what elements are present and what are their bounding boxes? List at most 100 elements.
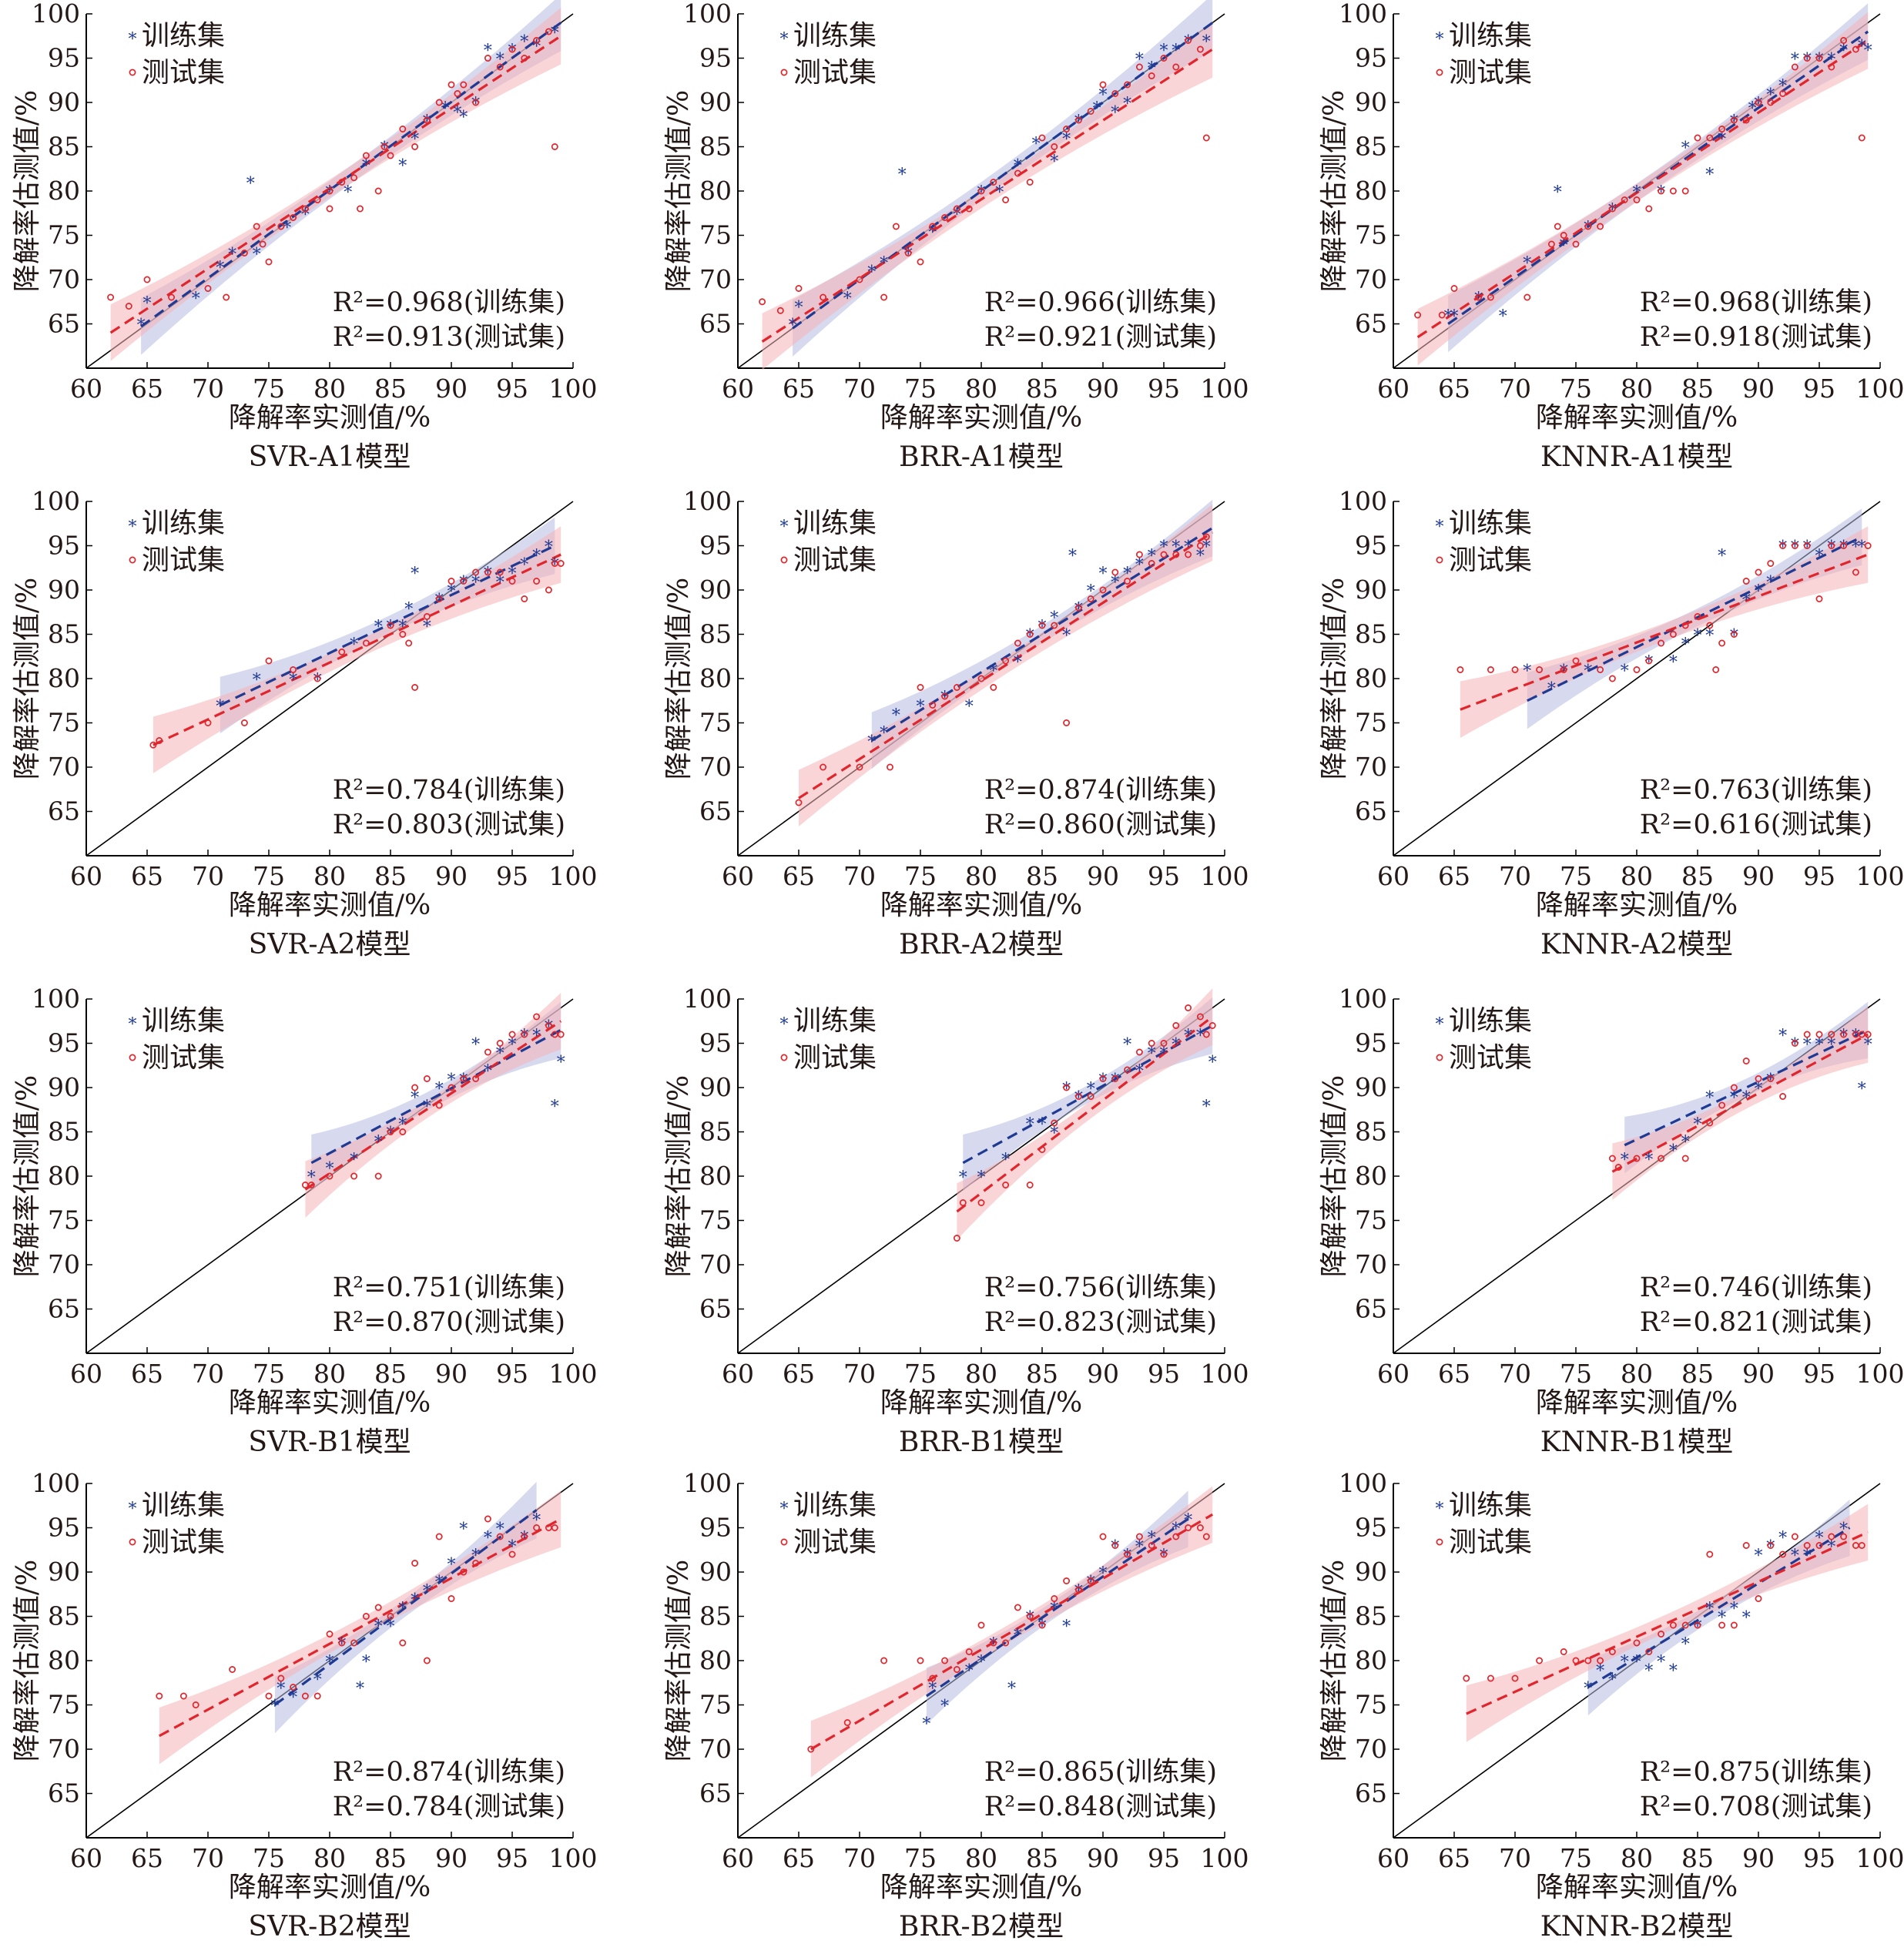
train-point: * <box>1596 1662 1604 1681</box>
train-point: * <box>277 1680 285 1699</box>
train-point: * <box>1694 1115 1702 1135</box>
train-point: * <box>1621 662 1629 682</box>
y-tick-label: 100 <box>683 1468 732 1498</box>
test-point <box>1148 72 1155 79</box>
train-point: * <box>1755 582 1763 602</box>
legend-train-label: 训练集 <box>1449 508 1532 539</box>
test-point <box>405 639 413 647</box>
train-point: * <box>843 290 852 309</box>
y-tick-label: 95 <box>48 43 80 73</box>
train-point: * <box>1742 1609 1751 1628</box>
train-point: * <box>520 556 528 575</box>
x-tick-label: 60 <box>70 861 102 891</box>
train-point: * <box>471 1547 480 1566</box>
train-point: * <box>496 51 504 70</box>
test-point <box>1002 1639 1010 1647</box>
test-confidence-band <box>810 1486 1213 1778</box>
train-point: * <box>1523 662 1531 682</box>
train-point: * <box>1135 51 1144 70</box>
train-point: * <box>411 1089 419 1108</box>
y-tick-label: 65 <box>1355 1294 1387 1324</box>
test-point <box>265 1692 273 1700</box>
test-point <box>1074 116 1082 124</box>
train-point: * <box>1730 1600 1738 1619</box>
test-point <box>1742 1542 1750 1549</box>
train-point: * <box>1839 42 1848 61</box>
train-point: * <box>326 183 334 203</box>
train-point: * <box>867 733 876 753</box>
r2-test-annotation: R²=0.848(测试集) <box>984 1792 1217 1822</box>
y-axis-label: 降解率估测值/% <box>12 1560 43 1762</box>
y-tick-label: 90 <box>699 87 732 117</box>
test-point <box>1135 63 1143 71</box>
train-point: * <box>1657 1653 1665 1672</box>
legend-test-label: 测试集 <box>1449 57 1532 89</box>
train-point: * <box>1633 1653 1641 1672</box>
test-point <box>990 179 997 186</box>
x-tick-label: 70 <box>192 1359 224 1389</box>
test-point <box>533 578 541 585</box>
legend-train-label: 训练集 <box>142 508 225 539</box>
x-tick-label: 85 <box>1026 861 1058 891</box>
panel-caption: SVR-A2模型 <box>249 929 411 960</box>
train-point: * <box>508 565 517 584</box>
y-tick-label: 95 <box>48 531 80 561</box>
test-point <box>1584 1657 1592 1664</box>
train-point: * <box>350 1151 358 1170</box>
test-point <box>1074 1093 1082 1100</box>
train-point: * <box>398 618 407 637</box>
x-axis-label: 降解率实测值/% <box>229 1387 431 1419</box>
test-point <box>1658 187 1665 195</box>
train-point: * <box>1038 1115 1047 1135</box>
test-point <box>472 568 480 576</box>
test-point <box>1026 179 1034 186</box>
test-point <box>1196 1524 1204 1531</box>
train-point: * <box>1111 574 1119 593</box>
train-point: * <box>1160 1044 1168 1064</box>
legend-test-label: 测试集 <box>793 545 877 576</box>
x-tick-label: 70 <box>192 374 224 404</box>
x-tick-label: 65 <box>1438 374 1470 404</box>
train-point: * <box>1681 139 1690 159</box>
train-point: * <box>1766 86 1775 106</box>
legend-test-marker <box>129 1054 136 1061</box>
train-point: * <box>1791 538 1799 558</box>
train-point: * <box>471 1036 480 1055</box>
r2-test-annotation: R²=0.616(测试集) <box>1640 810 1872 840</box>
y-tick-label: 80 <box>699 663 732 693</box>
train-point: * <box>216 698 224 717</box>
x-tick-label: 90 <box>1742 861 1775 891</box>
test-point <box>917 1657 924 1664</box>
x-tick-label: 90 <box>1087 374 1119 404</box>
test-point <box>411 1084 419 1091</box>
y-tick-label: 65 <box>699 309 732 339</box>
train-point: * <box>1099 86 1108 106</box>
panel-caption: KNNR-A1模型 <box>1540 441 1733 473</box>
x-tick-label: 75 <box>1560 374 1592 404</box>
test-point <box>1614 1164 1622 1171</box>
x-axis-label: 降解率实测值/% <box>880 402 1082 434</box>
train-point: * <box>508 42 517 61</box>
test-point <box>990 684 997 691</box>
test-point <box>1815 1542 1823 1549</box>
train-point: * <box>1644 653 1653 672</box>
r2-test-annotation: R²=0.784(测试集) <box>333 1792 565 1822</box>
test-point <box>411 143 419 150</box>
x-tick-label: 60 <box>70 374 102 404</box>
x-tick-label: 70 <box>1499 1843 1531 1873</box>
test-point <box>484 568 491 576</box>
test-point <box>1681 1155 1689 1162</box>
x-tick-label: 90 <box>435 1843 468 1873</box>
train-point: * <box>545 538 553 558</box>
y-axis-label: 降解率估测值/% <box>12 1075 43 1277</box>
test-point <box>1828 63 1835 71</box>
train-point: * <box>228 246 236 265</box>
test-point <box>990 1639 997 1647</box>
test-point <box>460 1568 468 1576</box>
train-point: * <box>977 1653 986 1672</box>
train-point: * <box>283 219 291 238</box>
test-point <box>929 702 937 709</box>
r2-test-annotation: R²=0.921(测试集) <box>984 322 1217 353</box>
